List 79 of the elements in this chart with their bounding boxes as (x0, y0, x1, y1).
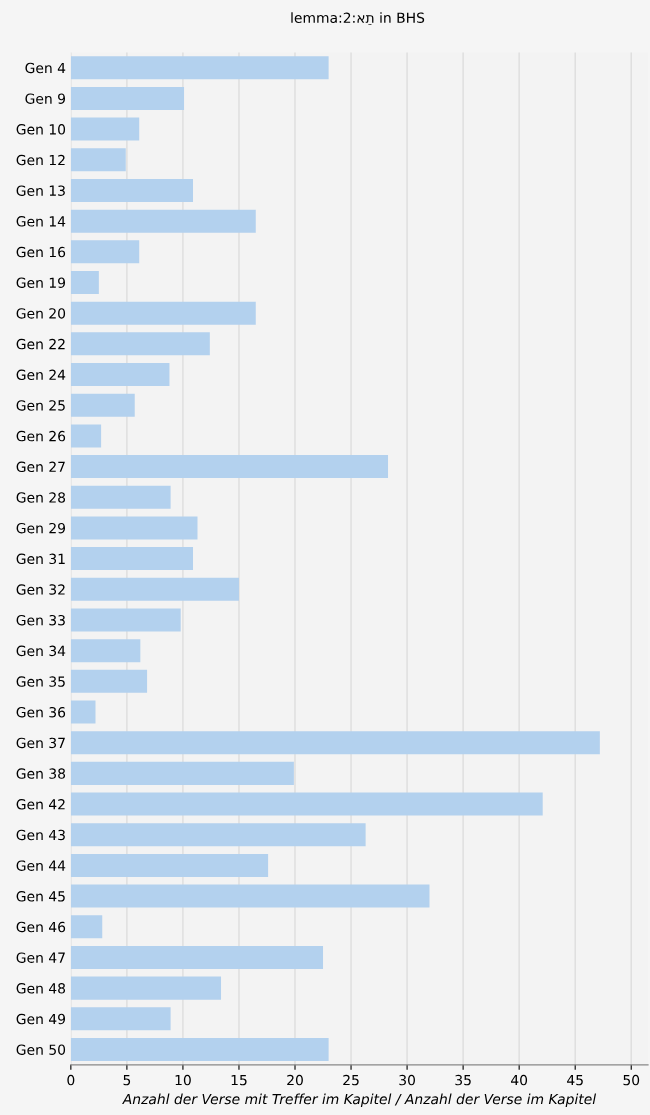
x-tick-label: 15 (231, 1074, 247, 1086)
y-tick-label: Gen 28 (16, 492, 66, 503)
x-tick-label: 0 (67, 1074, 75, 1086)
bar (70, 393, 135, 417)
y-tick-label: Gen 37 (16, 737, 65, 749)
bar (70, 731, 600, 755)
y-tick-label: Gen 4 (25, 62, 66, 74)
bar (70, 577, 239, 601)
y-tick-label: Gen 9 (25, 93, 66, 104)
y-tick-label: Gen 50 (16, 1044, 66, 1055)
x-tick-label: 10 (175, 1074, 191, 1086)
y-tick-label: Gen 26 (16, 430, 66, 442)
bar (70, 608, 181, 632)
y-tick-label: Gen 10 (16, 124, 66, 135)
y-tick-label: Gen 38 (16, 768, 66, 779)
bar (70, 332, 210, 356)
bar (70, 240, 140, 264)
y-tick-label: Gen 42 (16, 799, 65, 810)
bar (70, 1007, 171, 1031)
x-tick-label: 5 (123, 1074, 131, 1086)
bar (70, 178, 194, 202)
bar (70, 271, 99, 295)
x-tick-label: 30 (399, 1074, 415, 1086)
bar (70, 455, 389, 479)
y-tick-label: Gen 33 (16, 614, 65, 626)
x-tick-label: 20 (287, 1074, 303, 1086)
bar (70, 363, 170, 387)
y-tick-label: Gen 35 (16, 676, 65, 687)
bar (70, 117, 140, 141)
y-tick-label: Gen 36 (16, 706, 66, 718)
y-tick-label: Gen 47 (16, 952, 65, 963)
bar (70, 976, 222, 1000)
y-tick-label: Gen 29 (16, 522, 66, 534)
bar (70, 884, 430, 908)
y-tick-label: Gen 34 (16, 645, 66, 657)
y-tick-label: Gen 48 (16, 983, 66, 994)
bar (70, 547, 194, 571)
bar (70, 761, 294, 785)
y-tick-label: Gen 20 (16, 308, 66, 319)
x-tick-label: 25 (343, 1074, 359, 1086)
x-axis-title: Anzahl der Verse mit Treffer im Kapitel / Anzahl der Verse im Kapitel (122, 1093, 597, 1107)
y-tick-label: Gen 25 (16, 400, 65, 411)
bar (70, 945, 324, 969)
bar (70, 823, 366, 847)
y-tick-label: Gen 12 (16, 154, 65, 166)
bar (70, 915, 103, 939)
y-tick-label: Gen 43 (16, 829, 65, 841)
bar (70, 792, 543, 816)
bar (70, 56, 329, 80)
x-tick-label: 35 (455, 1074, 471, 1086)
bar (70, 1037, 329, 1061)
y-tick-label: Gen 49 (16, 1013, 66, 1025)
y-tick-label: Gen 22 (16, 338, 65, 350)
y-tick-label: Gen 19 (16, 277, 66, 288)
bar (70, 209, 256, 233)
x-tick-label: 40 (511, 1074, 528, 1086)
y-tick-label: Gen 45 (16, 891, 65, 902)
y-tick-label: Gen 14 (16, 216, 66, 227)
y-tick-label: Gen 44 (16, 860, 66, 871)
y-tick-label: Gen 31 (16, 553, 65, 565)
bar (70, 301, 256, 325)
bar (70, 639, 141, 663)
bar (70, 485, 171, 509)
bar (70, 853, 269, 877)
y-tick-label: Gen 24 (16, 369, 66, 381)
y-tick-label: Gen 32 (16, 584, 65, 595)
bar (70, 516, 198, 540)
x-tick-label: 45 (567, 1074, 583, 1086)
bar (70, 424, 102, 448)
y-tick-label: Gen 46 (16, 921, 66, 933)
bar (70, 148, 126, 172)
y-tick-label: Gen 27 (16, 461, 65, 473)
bar (70, 669, 148, 693)
chart-title: lemma:2:אֵת in BHS (291, 12, 425, 25)
bar (70, 86, 185, 110)
y-tick-label: Gen 13 (16, 185, 65, 196)
y-tick-label: Gen 16 (16, 246, 66, 258)
bar (70, 700, 96, 724)
x-tick-label: 50 (623, 1074, 640, 1086)
